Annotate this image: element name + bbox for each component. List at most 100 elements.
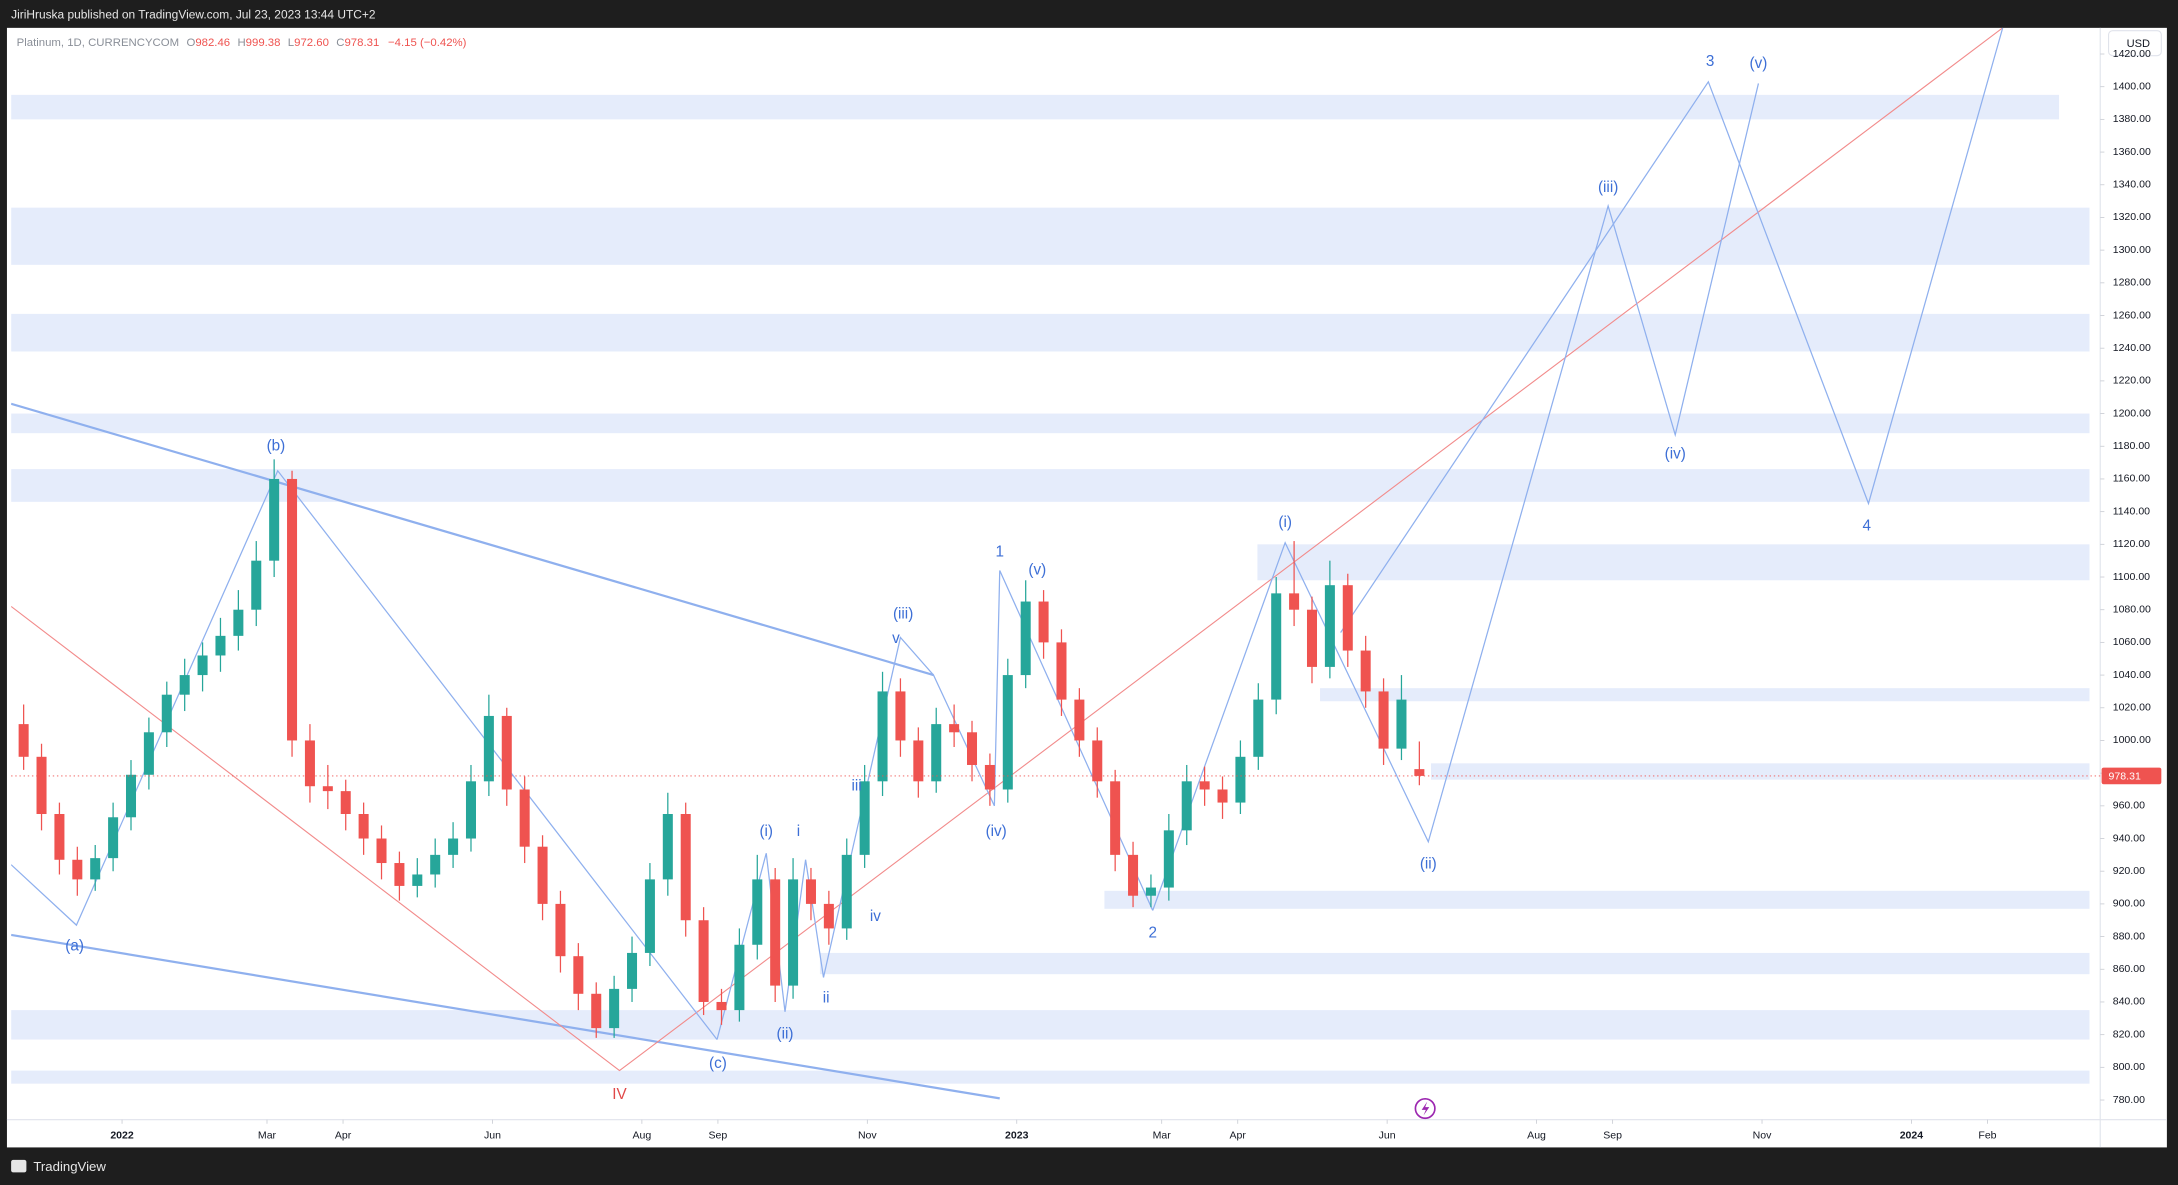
candle-body: [984, 764, 995, 790]
candle-body: [322, 786, 333, 792]
wave-label: (b): [267, 437, 286, 454]
y-tick-label: 780.00: [2113, 1094, 2145, 1106]
candle-body: [412, 874, 423, 886]
wave-label: (iv): [1665, 445, 1686, 462]
candle-body: [966, 732, 978, 765]
candle-body: [1306, 609, 1318, 667]
wave-line: [11, 469, 718, 1040]
wave-label: (iv): [986, 823, 1007, 840]
legend-change: −4.15 (−0.42%): [388, 37, 467, 49]
wave-label: (iii): [893, 606, 913, 623]
zone: [11, 207, 2090, 265]
last-price-label: 978.31: [2109, 770, 2141, 782]
currency-box[interactable]: [2107, 30, 2162, 57]
y-tick-label: 840.00: [2113, 996, 2145, 1008]
x-tick-label: Apr: [1230, 1129, 1247, 1141]
candle-body: [1181, 781, 1192, 831]
y-tick-label: 1180.00: [2113, 440, 2150, 452]
y-tick-label: 1080.00: [2113, 603, 2151, 615]
candle-body: [1056, 642, 1067, 700]
candle-body: [269, 478, 280, 561]
candle-body: [179, 675, 190, 695]
candle-body: [1110, 781, 1121, 855]
y-tick-label: 1020.00: [2113, 702, 2151, 714]
candle-body: [591, 993, 602, 1029]
brand: TradingView: [11, 1159, 106, 1174]
candle-body: [1342, 585, 1353, 651]
x-tick-label: Jun: [1379, 1129, 1396, 1141]
y-tick-label: 1200.00: [2113, 407, 2151, 419]
wave-label: (a): [65, 937, 84, 954]
zone: [1104, 890, 2090, 909]
candle-body: [752, 879, 763, 945]
legend: Platinum, 1D, CURRENCYCOM O982.46 H999.3…: [17, 37, 467, 49]
candle-body: [1020, 601, 1031, 676]
candle-body: [698, 920, 709, 1002]
candle-body: [662, 814, 673, 880]
y-tick-label: 1340.00: [2113, 179, 2151, 191]
y-tick-label: 1420.00: [2113, 48, 2151, 60]
y-tick-label: 940.00: [2113, 832, 2145, 844]
legend-value: 972.60: [294, 37, 329, 49]
candle-body: [1217, 789, 1228, 803]
candle-body: [18, 724, 29, 757]
chart-background: [6, 27, 2167, 1148]
wave-label: v: [892, 630, 900, 647]
zone: [11, 94, 2060, 120]
candle-body: [537, 846, 548, 904]
candle-body: [1378, 691, 1389, 749]
wave-label: (ii): [1420, 856, 1437, 873]
last-price-tag: [2101, 767, 2162, 785]
x-tick-label: Mar: [1153, 1129, 1172, 1141]
candle-body: [1163, 830, 1174, 888]
wave-label: 3: [1706, 53, 1715, 70]
wave-label: i: [797, 823, 800, 840]
y-tick-label: 860.00: [2113, 963, 2145, 975]
y-tick-label: 1140.00: [2113, 505, 2150, 517]
y-tick-label: 900.00: [2113, 898, 2145, 910]
candle-body: [1074, 699, 1085, 741]
zone: [1257, 544, 2090, 581]
x-tick-label: Feb: [1978, 1129, 1996, 1141]
wave-label: 1: [995, 544, 1004, 561]
candle-body: [358, 814, 369, 839]
candle-body: [931, 724, 942, 782]
candle-body: [519, 789, 530, 847]
wave-line: [11, 27, 2004, 1072]
y-tick-label: 800.00: [2113, 1061, 2145, 1073]
candle-body: [1253, 699, 1264, 757]
candle-body: [644, 879, 655, 953]
y-tick-label: 1160.00: [2113, 473, 2150, 485]
candle-body: [1289, 593, 1300, 610]
y-tick-label: 1060.00: [2113, 636, 2151, 648]
x-tick-label: Sep: [709, 1129, 728, 1141]
candle-body: [233, 609, 244, 636]
candle-body: [949, 724, 960, 733]
x-tick-label: Nov: [858, 1129, 877, 1141]
candle-body: [1092, 740, 1103, 782]
candle-body: [215, 635, 226, 656]
brand-name: TradingView: [33, 1159, 106, 1174]
x-tick-label: Mar: [258, 1129, 277, 1141]
candle-body: [895, 691, 906, 741]
zone: [11, 1010, 2090, 1040]
y-tick-label: 1400.00: [2113, 80, 2151, 92]
plot-area: [11, 27, 2090, 1100]
candle-body: [788, 879, 799, 986]
zone: [11, 469, 2090, 502]
zone: [11, 313, 2090, 352]
wave-label: IV: [612, 1086, 627, 1103]
candle-body: [90, 858, 101, 880]
candle-body: [1360, 650, 1371, 692]
wave-label: (i): [759, 823, 773, 840]
candle-body: [823, 903, 834, 929]
candle-body: [805, 879, 816, 904]
y-tick-label: 1280.00: [2113, 277, 2151, 289]
alert-icon[interactable]: [1414, 1097, 1436, 1120]
candle-body: [483, 715, 494, 782]
wave-label: 4: [1862, 517, 1871, 534]
candle-body: [573, 956, 584, 994]
candle-body: [859, 781, 870, 855]
candle-body: [108, 817, 119, 859]
